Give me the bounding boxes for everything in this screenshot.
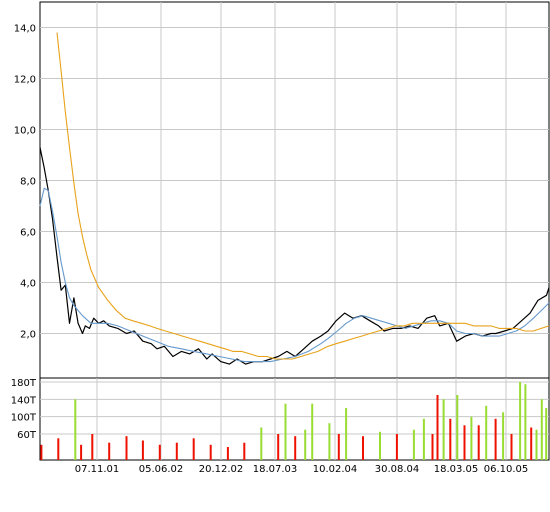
price-y-tick-label: 14,0 xyxy=(14,24,36,35)
volume-y-tick-label: 140T xyxy=(11,395,37,406)
volume-bar xyxy=(422,418,425,460)
volume-bar xyxy=(74,399,77,460)
volume-bars xyxy=(40,382,548,460)
price-panel: 2,04,06,08,010,012,014,0 07.11.0105.06.0… xyxy=(14,1,550,398)
volume-bar xyxy=(463,425,466,460)
volume-bar xyxy=(485,405,488,460)
volume-bar xyxy=(277,434,280,460)
volume-bar xyxy=(442,399,445,460)
volume-bar xyxy=(524,384,527,460)
volume-bar xyxy=(345,408,348,460)
volume-bar xyxy=(449,418,452,460)
volume-bar xyxy=(540,399,543,460)
volume-bar xyxy=(80,444,83,460)
price-y-tick-label: 2,0 xyxy=(20,330,36,341)
volume-y-tick-label: 60T xyxy=(17,430,37,441)
volume-bar xyxy=(470,416,473,460)
volume-bar xyxy=(91,434,94,460)
volume-y-tick-label: 100T xyxy=(11,413,37,424)
short-average-line xyxy=(39,187,550,363)
price-y-tick-label: 8,0 xyxy=(20,177,36,188)
volume-bar xyxy=(412,429,415,460)
price-y-tick-label: 12,0 xyxy=(14,75,36,86)
volume-bar xyxy=(226,447,229,460)
volume-bar xyxy=(328,423,331,460)
volume-x-tick-label: 20.12.02 xyxy=(199,464,244,475)
volume-bar xyxy=(436,395,439,460)
volume-bar xyxy=(141,440,144,460)
volume-bar xyxy=(304,429,307,460)
price-y-tick-label: 10,0 xyxy=(14,126,36,137)
volume-bar xyxy=(494,418,497,460)
volume-x-tick-label: 18.03.05 xyxy=(434,464,479,475)
volume-bar xyxy=(379,431,381,460)
volume-bar xyxy=(530,427,533,460)
volume-y-tick-label: 180T xyxy=(11,378,37,389)
volume-bar xyxy=(395,434,398,460)
volume-bar xyxy=(108,442,111,460)
volume-bar xyxy=(209,444,212,460)
price-y-tick-label: 6,0 xyxy=(20,228,36,239)
volume-bar xyxy=(477,425,480,460)
volume-panel: 60T 100T 140T 180T 07.11.01 05.06.02 20.12.02… xyxy=(11,377,550,475)
volume-x-tick-label: 30.08.04 xyxy=(375,464,420,475)
volume-bar xyxy=(311,403,314,460)
volume-bar xyxy=(57,438,60,460)
volume-bar xyxy=(40,444,43,460)
price-line xyxy=(39,147,550,365)
volume-bar xyxy=(243,442,246,460)
volume-bar xyxy=(535,429,538,460)
volume-bar xyxy=(192,438,195,460)
volume-bar xyxy=(502,412,505,460)
volume-bar xyxy=(510,434,513,460)
volume-bar xyxy=(158,444,161,460)
volume-y-axis-labels: 60T 100T 140T 180T xyxy=(11,378,37,441)
volume-bar xyxy=(284,403,287,460)
volume-bar xyxy=(260,427,263,460)
price-series xyxy=(39,32,550,365)
volume-x-tick-label: 07.11.01 xyxy=(75,464,120,475)
volume-x-tick-label: 05.06.02 xyxy=(139,464,184,475)
volume-x-axis-labels: 07.11.01 05.06.02 20.12.02 18.07.03 10.02.04… xyxy=(75,464,529,475)
volume-bar xyxy=(294,436,297,460)
volume-bar xyxy=(362,436,364,460)
price-y-tick-label: 4,0 xyxy=(20,279,36,290)
volume-bar xyxy=(431,434,434,460)
volume-bar xyxy=(337,434,340,460)
volume-bar xyxy=(125,436,128,460)
price-y-axis-labels: 2,0 4,0 6,0 8,0 10,0 12,0 14,0 xyxy=(14,24,36,341)
volume-x-tick-label: 10.02.04 xyxy=(313,464,358,475)
long-average-line xyxy=(56,32,550,360)
volume-x-tick-label: 06.10.05 xyxy=(484,464,529,475)
volume-bar xyxy=(519,382,522,460)
volume-bar xyxy=(175,442,178,460)
volume-bar xyxy=(456,395,459,460)
volume-bar xyxy=(545,408,548,460)
volume-x-tick-label: 18.07.03 xyxy=(253,464,298,475)
